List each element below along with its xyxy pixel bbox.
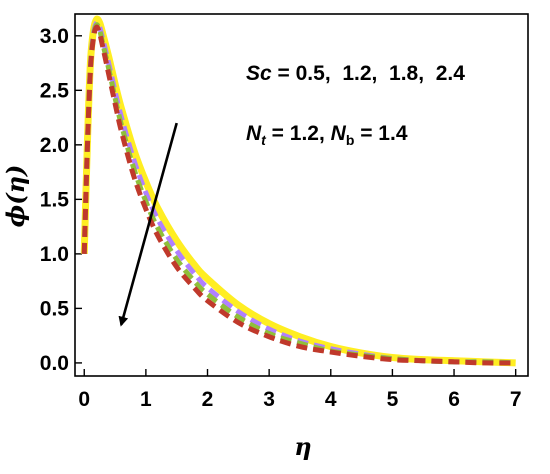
nb-value: = 1.4: [354, 122, 407, 145]
y-tick-label: 0.5: [40, 297, 70, 320]
sc-label: Sc: [246, 62, 272, 85]
sc-annotation: Sc = 0.5, 1.2, 1.8, 2.4: [246, 62, 465, 85]
y-tick-label: 1.0: [40, 243, 69, 266]
x-tick-label: 7: [510, 388, 522, 411]
x-tick-label: 2: [202, 388, 214, 411]
y-tick-label: 3.0: [40, 25, 69, 48]
nt-value: = 1.2,: [266, 122, 331, 145]
nt-label: N: [246, 122, 262, 145]
x-tick-label: 0: [78, 388, 90, 411]
x-tick-label: 5: [387, 388, 399, 411]
nt-nb-annotation: Nt = 1.2, Nb = 1.4: [246, 122, 408, 148]
ticks: 0 1 2 3 4 5 6 7 0.0 0.5 1.0 1.5 2.0 2.5 3.0: [40, 25, 522, 411]
trend-arrow: [118, 122, 178, 327]
y-tick-label: 2.0: [40, 134, 69, 157]
nb-label: N: [331, 122, 347, 145]
series-layer: [80, 15, 516, 367]
sc-values: = 0.5, 1.2, 1.8, 2.4: [272, 62, 466, 85]
plot-frame: [74, 13, 529, 377]
y-tick-label: 1.5: [40, 188, 70, 211]
x-tick-label: 3: [263, 388, 275, 411]
nb-sub: b: [346, 132, 355, 148]
x-tick-label: 1: [140, 388, 152, 411]
y-axis-title: ϕ(η): [1, 165, 30, 228]
series-line-4: [81, 24, 516, 366]
x-axis-title: η: [294, 432, 311, 461]
x-tick-label: 6: [448, 388, 460, 411]
nt-sub: t: [261, 132, 267, 148]
y-tick-label: 2.5: [40, 79, 70, 102]
y-tick-label: 0.0: [40, 352, 69, 375]
x-tick-label: 4: [325, 388, 337, 411]
